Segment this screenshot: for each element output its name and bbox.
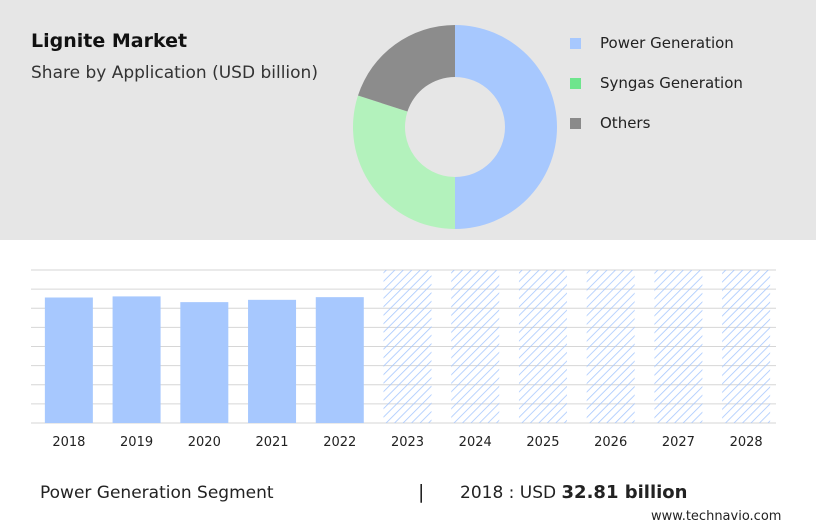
legend-label-power-generation: Power Generation: [600, 34, 734, 52]
bar-2021: [248, 299, 297, 423]
legend: Power Generation Syngas Generation Other…: [570, 33, 743, 153]
forecast-bar-2023: [383, 270, 432, 423]
legend-swatch-power-generation: [570, 37, 581, 49]
legend-item-syngas-generation: Syngas Generation: [570, 73, 743, 93]
x-tick-label: 2025: [526, 435, 559, 450]
bar-chart: 2018 2019 2020 2021 2022 2023 2024 2025 2026 2027…: [31, 269, 776, 450]
x-tick-label: 2018: [52, 435, 85, 450]
bar-2022: [315, 297, 364, 423]
forecast-bar-2024: [451, 270, 500, 423]
x-tick-label: 2021: [255, 435, 288, 450]
x-tick-label: 2028: [730, 435, 763, 450]
segment-label: Power Generation Segment: [40, 483, 274, 503]
footer-separator: |: [418, 481, 425, 503]
bar-2020: [180, 302, 229, 423]
donut-slice-others: [357, 25, 455, 112]
chart-subtitle: Share by Application (USD billion): [31, 63, 318, 83]
forecast-bar-2025: [518, 270, 567, 423]
forecast-bar-2027: [654, 270, 703, 423]
bar-2018: [44, 297, 93, 423]
donut-slice-power-generation: [455, 25, 557, 229]
x-tick-label: 2024: [459, 435, 492, 450]
x-tick-label: 2027: [662, 435, 695, 450]
segment-value-amount: 32.81 billion: [561, 482, 688, 503]
forecast-bar-2028: [722, 270, 771, 423]
legend-label-others: Others: [600, 114, 651, 132]
legend-item-others: Others: [570, 113, 743, 133]
legend-label-syngas-generation: Syngas Generation: [600, 74, 743, 92]
forecast-bar-2026: [586, 270, 635, 423]
segment-value: 2018 : USD 32.81 billion: [460, 482, 687, 503]
x-tick-label: 2026: [594, 435, 627, 450]
legend-swatch-syngas-generation: [570, 77, 581, 89]
donut-slice-syngas-generation: [352, 95, 455, 229]
chart-title: Lignite Market: [31, 30, 188, 52]
legend-swatch-others: [570, 117, 581, 129]
x-tick-label: 2019: [120, 435, 153, 450]
site-url: www.technavio.com: [651, 509, 782, 524]
donut-chart: [352, 25, 557, 229]
legend-item-power-generation: Power Generation: [570, 33, 743, 53]
x-tick-label: 2023: [391, 435, 424, 450]
x-tick-label: 2020: [188, 435, 221, 450]
bar-2019: [112, 296, 161, 423]
segment-value-prefix: 2018 : USD: [460, 483, 557, 503]
x-tick-label: 2022: [323, 435, 356, 450]
